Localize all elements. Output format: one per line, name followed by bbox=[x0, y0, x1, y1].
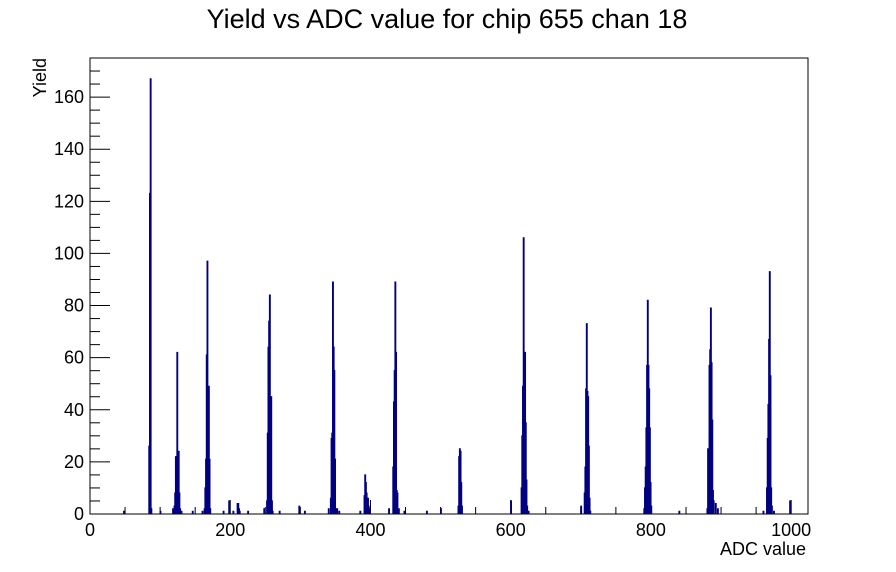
histogram-bin bbox=[191, 510, 194, 514]
histogram-bin bbox=[461, 505, 463, 514]
histogram-bin bbox=[334, 508, 337, 514]
histogram-bin bbox=[789, 500, 792, 514]
histogram-bin bbox=[770, 487, 773, 514]
histogram-bin bbox=[238, 510, 241, 514]
histogram-bin bbox=[208, 458, 211, 514]
histogram-bin bbox=[207, 385, 210, 514]
histogram-bin bbox=[232, 510, 235, 514]
histogram-bin bbox=[397, 508, 400, 514]
histogram-bin bbox=[278, 510, 281, 514]
histogram-bin bbox=[587, 445, 590, 514]
histogram-bin bbox=[403, 510, 406, 514]
histogram-bin bbox=[123, 510, 125, 514]
histogram-bin bbox=[525, 479, 528, 514]
histogram-bin bbox=[334, 458, 337, 514]
histogram-bin bbox=[303, 510, 306, 514]
histogram-bin bbox=[649, 482, 652, 514]
histogram-bin bbox=[201, 510, 204, 514]
histogram-bin bbox=[333, 370, 336, 514]
histogram-bin bbox=[773, 510, 775, 514]
histogram-bin bbox=[176, 351, 179, 514]
histogram-bin bbox=[159, 510, 162, 514]
histogram-bin bbox=[336, 508, 339, 514]
y-tick-label: 80 bbox=[64, 296, 84, 316]
histogram-bins bbox=[123, 78, 792, 514]
histogram-bin bbox=[588, 497, 591, 514]
histogram-bin bbox=[271, 500, 273, 514]
y-axis-tick-labels: 0 20 40 60 80 100 120 140 160 bbox=[54, 87, 84, 524]
histogram-bin bbox=[425, 510, 428, 514]
histogram-bin bbox=[180, 510, 183, 514]
histogram-bin bbox=[678, 510, 681, 514]
histogram-bin bbox=[770, 505, 773, 514]
histogram-bin bbox=[228, 500, 231, 514]
histogram-bin bbox=[648, 427, 651, 514]
histogram-bin bbox=[716, 508, 719, 514]
y-tick-label: 40 bbox=[64, 400, 84, 420]
histogram-bin bbox=[460, 482, 463, 514]
y-axis-ticks bbox=[90, 57, 110, 515]
histogram-bin bbox=[209, 508, 212, 514]
histogram-bin bbox=[338, 510, 341, 514]
histogram-bin bbox=[526, 505, 529, 514]
histogram-bin bbox=[247, 510, 250, 514]
histogram-bin bbox=[263, 508, 266, 514]
histogram-bin bbox=[172, 508, 175, 514]
histogram-bin bbox=[527, 510, 530, 514]
y-axis-label: Yield bbox=[30, 58, 50, 97]
x-tick-label: 400 bbox=[355, 520, 385, 540]
y-tick-label: 60 bbox=[64, 348, 84, 368]
histogram-bin bbox=[396, 492, 399, 514]
histogram-bin bbox=[327, 508, 330, 514]
x-axis-tick-labels: 0 200 400 600 800 1000 bbox=[85, 520, 811, 540]
y-tick-label: 100 bbox=[54, 243, 84, 263]
x-axis-label: ADC value bbox=[720, 539, 806, 559]
histogram-bin bbox=[439, 508, 442, 514]
histogram-bin bbox=[298, 505, 301, 514]
histogram-bin bbox=[524, 422, 527, 514]
histogram-bin bbox=[580, 505, 583, 514]
y-tick-label: 160 bbox=[54, 87, 84, 107]
histogram-bin bbox=[177, 450, 180, 514]
x-tick-label: 1000 bbox=[771, 520, 811, 540]
x-tick-label: 600 bbox=[496, 520, 526, 540]
histogram-bin bbox=[222, 510, 225, 514]
histogram-bin bbox=[712, 500, 715, 514]
histogram-bin bbox=[150, 508, 153, 514]
histogram-bin bbox=[359, 510, 362, 514]
histogram-bin bbox=[510, 500, 513, 514]
histogram-bin bbox=[714, 502, 717, 514]
histogram-bin bbox=[271, 510, 274, 514]
y-tick-label: 0 bbox=[74, 504, 84, 524]
histogram-bin bbox=[268, 294, 271, 514]
y-tick-label: 120 bbox=[54, 191, 84, 211]
y-tick-label: 20 bbox=[64, 452, 84, 472]
histogram-bin bbox=[179, 508, 182, 514]
histogram-bin bbox=[149, 78, 152, 514]
histogram-bin bbox=[589, 510, 592, 514]
histogram-bin bbox=[206, 260, 209, 514]
histogram-bin bbox=[711, 419, 714, 514]
histogram-bin bbox=[270, 396, 273, 514]
x-tick-label: 800 bbox=[636, 520, 666, 540]
histogram-bin bbox=[762, 510, 765, 514]
histogram-bin bbox=[395, 351, 398, 514]
y-tick-label: 140 bbox=[54, 139, 84, 159]
chart-title: Yield vs ADC value for chip 655 chan 18 bbox=[207, 4, 688, 34]
x-tick-label: 200 bbox=[215, 520, 245, 540]
histogram-bin bbox=[388, 508, 390, 514]
histogram-bin bbox=[650, 505, 653, 514]
histogram-bin bbox=[178, 492, 181, 514]
x-tick-label: 0 bbox=[85, 520, 95, 540]
plot-frame bbox=[89, 57, 809, 515]
histogram-bin bbox=[522, 237, 525, 514]
histogram-bin bbox=[368, 508, 371, 514]
histogram-bin bbox=[769, 375, 772, 514]
